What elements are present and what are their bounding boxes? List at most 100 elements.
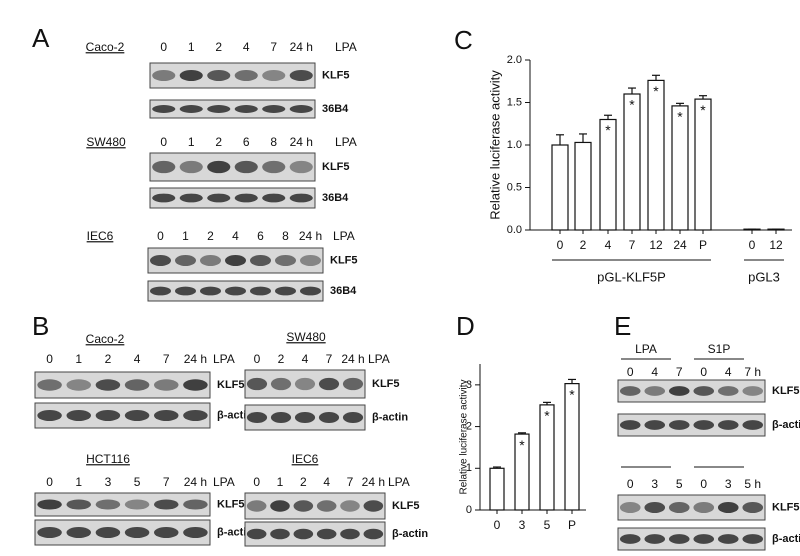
blot-band (644, 534, 666, 544)
blot-band (262, 105, 286, 113)
row-label: KLF5 (772, 501, 800, 513)
lane-label: 24 h (362, 475, 385, 489)
blot-strip (149, 152, 316, 182)
bar (551, 144, 569, 231)
lane-label: 1 (182, 229, 189, 243)
blot-band (154, 410, 179, 421)
bar (694, 98, 712, 231)
blot-band (179, 160, 203, 174)
blot-band (37, 410, 62, 421)
blot-band (300, 255, 321, 266)
blot-band (619, 534, 641, 544)
treatment-label: LPA (335, 135, 357, 149)
row-label: β-actin (372, 411, 408, 423)
blot-band (262, 193, 286, 203)
lane-label: 7 (347, 475, 354, 489)
panel-label: D (456, 311, 475, 341)
blot-band (154, 499, 179, 510)
lane-label: 0 (254, 352, 261, 366)
lane-label: 4 (651, 365, 658, 379)
blot-band (95, 410, 121, 421)
blot-band (340, 528, 360, 540)
blot-band (225, 255, 246, 266)
blot-strip (34, 519, 211, 546)
x-tick-label: 4 (605, 238, 612, 252)
blot-band (246, 377, 268, 391)
blot-band (150, 286, 171, 296)
blot-band (270, 528, 290, 540)
blot-band (270, 377, 292, 391)
blot-band (95, 379, 121, 391)
blot-band (175, 255, 196, 266)
lane-label: 5 h (744, 477, 761, 491)
lane-label: 4 (323, 475, 330, 489)
y-tick-label: 0 (466, 504, 472, 516)
significance-mark: * (605, 122, 611, 138)
cell-line-label: HCT116 (86, 452, 130, 466)
lane-label: 7 h (744, 365, 761, 379)
lane-label: 4 (302, 352, 309, 366)
cell-line-label: Caco-2 (86, 40, 125, 54)
lane-label: 0 (160, 40, 167, 54)
x-tick-label: P (568, 518, 576, 532)
y-tick-label: 0.5 (507, 181, 522, 193)
y-tick-label: 3 (466, 379, 472, 391)
blot-band (66, 499, 91, 510)
blot-band (644, 502, 666, 513)
lane-label: 2 (300, 475, 307, 489)
lane-label: 7 (270, 40, 277, 54)
blot-band (246, 500, 267, 512)
y-axis-label: Relative luciferase activity (487, 70, 502, 220)
lane-label: 2 (105, 352, 112, 366)
lane-label: 1 (188, 40, 195, 54)
blot-band (619, 420, 641, 430)
blot-band (342, 377, 364, 391)
y-tick-label: 0.0 (507, 224, 522, 236)
treatment-label: LPA (213, 352, 235, 366)
lane-label: 4 (725, 365, 732, 379)
blot-band (179, 70, 203, 81)
lane-label: 7 (326, 352, 333, 366)
row-label: β-actin (392, 528, 428, 540)
group-label: pGL-KLF5P (597, 269, 666, 284)
row-label: KLF5 (217, 379, 245, 391)
blot-band (693, 502, 715, 513)
blot-band (742, 386, 764, 396)
blot-band (742, 534, 764, 544)
cell-line-label: IEC6 (87, 229, 114, 243)
blot-band (246, 528, 267, 540)
lane-label: 3 (105, 475, 112, 489)
blot-band (340, 500, 360, 512)
blot-band (183, 527, 208, 538)
blot-band (66, 410, 91, 421)
bar (574, 141, 592, 231)
x-tick-label: 0 (749, 238, 756, 252)
lane-label: 0 (160, 135, 167, 149)
blot-band (293, 500, 314, 512)
blot-band (183, 499, 208, 510)
panel-label: C (454, 25, 473, 55)
blot-band (234, 105, 258, 113)
lane-label: 5 (676, 477, 683, 491)
blot-band (289, 105, 313, 113)
cell-line-label: Caco-2 (86, 332, 125, 346)
blot-band (668, 534, 690, 544)
y-tick-label: 1.0 (507, 139, 522, 151)
blot-band (37, 379, 62, 391)
blot-band (152, 70, 176, 81)
blot-strip (149, 187, 316, 209)
significance-mark: * (700, 102, 706, 118)
lane-label: 24 h (341, 352, 364, 366)
blot-strip (617, 379, 766, 403)
row-label: KLF5 (322, 161, 350, 173)
blot-band (66, 527, 91, 538)
blot-band (234, 70, 258, 81)
blot-band (152, 193, 176, 203)
blot-strip (34, 371, 211, 399)
lane-label: 24 h (184, 475, 207, 489)
bar (623, 93, 641, 231)
blot-strip (34, 402, 211, 429)
lane-label: 0 (700, 365, 707, 379)
blot-band (95, 499, 121, 510)
